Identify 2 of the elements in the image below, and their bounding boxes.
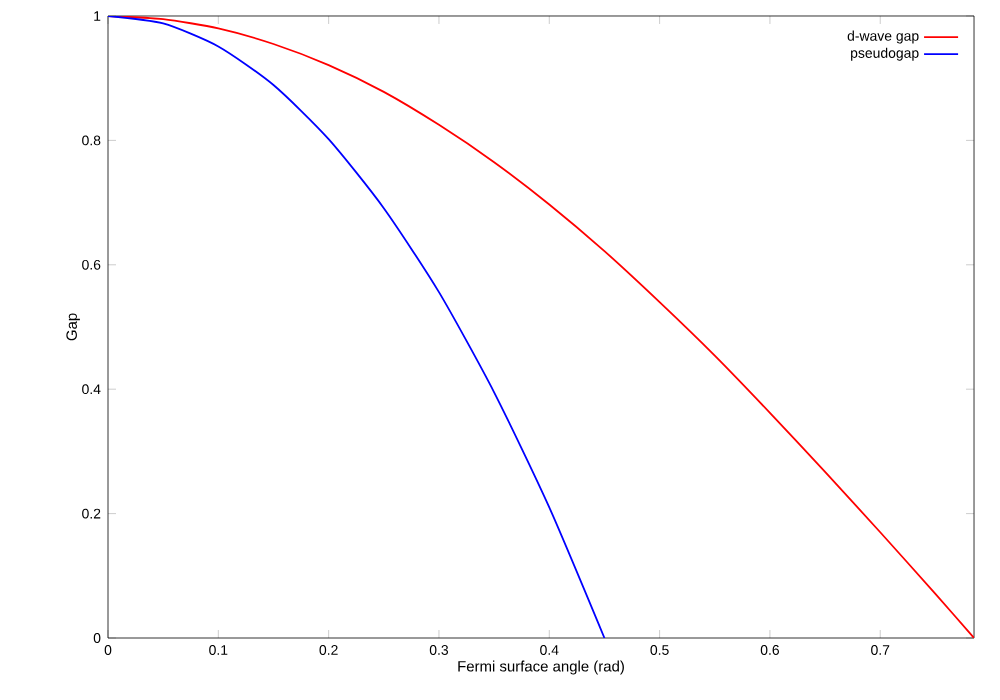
line-series [108,15,606,638]
line-series [108,15,975,638]
